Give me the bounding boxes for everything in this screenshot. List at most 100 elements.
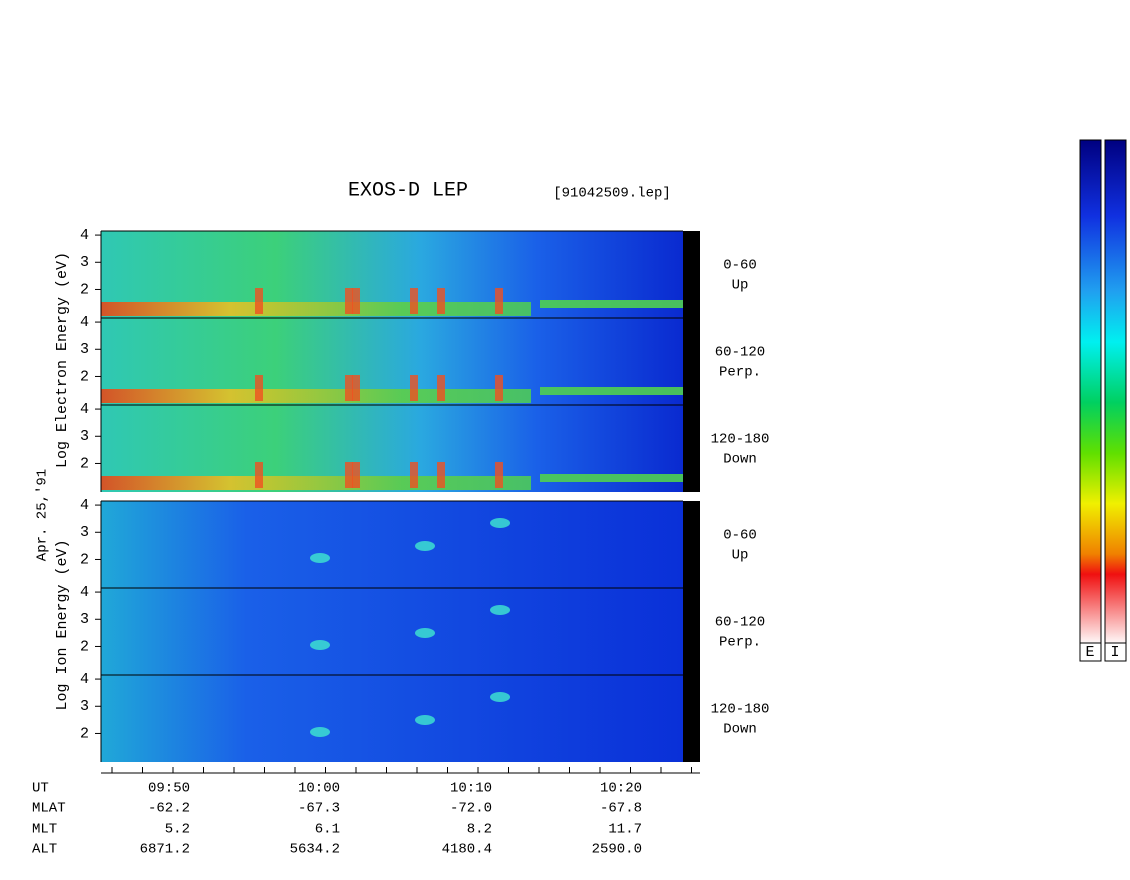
row-label: ALT	[32, 842, 57, 858]
y-tick-label: 2	[80, 455, 89, 472]
data-gap	[683, 231, 700, 318]
title: EXOS-D LEP	[348, 179, 468, 202]
colorbar-label: I	[1110, 644, 1119, 661]
y-tick-label: 4	[80, 497, 89, 514]
y-tick-label: 2	[80, 638, 89, 655]
spectrogram-band	[540, 300, 683, 308]
panel-angle: 120-180	[711, 702, 770, 718]
spectrogram-burst	[345, 375, 353, 401]
spectrogram-burst	[437, 375, 445, 401]
row-label: UT	[32, 781, 49, 797]
panel-angle: 0-60	[723, 258, 757, 274]
panel-direction: Down	[723, 452, 757, 468]
y-tick-label: 2	[80, 281, 89, 298]
spectrogram-band	[101, 302, 531, 316]
panel-direction: Up	[732, 548, 749, 564]
spectrogram-band	[540, 474, 683, 482]
row-value: 6.1	[315, 822, 340, 838]
row-value: 2590.0	[592, 842, 642, 858]
spectrogram-burst	[410, 288, 418, 314]
spectrogram-burst	[352, 288, 360, 314]
date: Apr. 25,'91	[35, 469, 51, 561]
panel-angle: 60-120	[715, 345, 765, 361]
data-gap	[683, 318, 700, 405]
spectrogram-burst	[345, 288, 353, 314]
row-label: MLAT	[32, 801, 66, 817]
row-value: 6871.2	[140, 842, 190, 858]
spectrogram-burst	[410, 375, 418, 401]
y-tick-label: 4	[80, 401, 89, 418]
row-value: 10:10	[450, 781, 492, 797]
data-gap	[683, 675, 700, 762]
y-tick-label: 4	[80, 314, 89, 331]
row-label: MLT	[32, 822, 57, 838]
spectrogram-burst	[310, 553, 330, 563]
spectrogram-burst	[415, 541, 435, 551]
spectrogram-burst	[415, 715, 435, 725]
y-tick-label: 3	[80, 698, 89, 715]
spectrogram-burst	[345, 462, 353, 488]
panel-direction: Up	[732, 278, 749, 294]
spectrogram-burst	[437, 462, 445, 488]
spectrogram-burst	[352, 462, 360, 488]
row-value: 10:20	[600, 781, 642, 797]
panel-angle: 0-60	[723, 528, 757, 544]
file-name: [91042509.lep]	[553, 186, 671, 202]
y-tick-label: 3	[80, 254, 89, 271]
spectrogram-burst	[352, 375, 360, 401]
spectrogram	[101, 588, 683, 675]
row-value: -67.3	[298, 801, 340, 817]
panel-direction: Perp.	[719, 365, 761, 381]
spectrogram-burst	[310, 727, 330, 737]
panel-direction: Down	[723, 722, 757, 738]
y-tick-label: 3	[80, 341, 89, 358]
row-value: -72.0	[450, 801, 492, 817]
y-tick-label: 3	[80, 611, 89, 628]
spectrogram-burst	[495, 288, 503, 314]
row-value: -67.8	[600, 801, 642, 817]
spectrogram-band	[101, 389, 531, 403]
spectrogram-burst	[495, 462, 503, 488]
row-value: 09:50	[148, 781, 190, 797]
colorbar-label: E	[1085, 644, 1094, 661]
spectrogram	[101, 501, 683, 588]
spectrogram-burst	[255, 288, 263, 314]
row-value: 5.2	[165, 822, 190, 838]
spectrogram-burst	[310, 640, 330, 650]
row-value: 8.2	[467, 822, 492, 838]
y-tick-label: 4	[80, 671, 89, 688]
row-value: -62.2	[148, 801, 190, 817]
spectrogram-band	[540, 387, 683, 395]
data-gap	[683, 405, 700, 492]
spectrogram	[101, 675, 683, 762]
y-tick-label: 3	[80, 428, 89, 445]
row-value: 5634.2	[290, 842, 340, 858]
colorbar	[1079, 139, 1102, 646]
data-gap	[683, 501, 700, 588]
y-tick-label: 2	[80, 551, 89, 568]
spectrogram-burst	[490, 605, 510, 615]
spectrogram-burst	[415, 628, 435, 638]
spectrogram-burst	[255, 375, 263, 401]
y-tick-label: 2	[80, 368, 89, 385]
colorbar-label-box	[1104, 642, 1127, 662]
panel-direction: Perp.	[719, 635, 761, 651]
spectrogram-band	[101, 476, 531, 490]
panel-angle: 120-180	[711, 432, 770, 448]
y-tick-label: 3	[80, 524, 89, 541]
ion-axis-label: Log Ion Energy (eV)	[54, 539, 71, 710]
panel-angle: 60-120	[715, 615, 765, 631]
spectrogram-burst	[255, 462, 263, 488]
data-gap	[683, 588, 700, 675]
spectrogram-burst	[437, 288, 445, 314]
row-value: 11.7	[608, 822, 642, 838]
spectrogram-burst	[410, 462, 418, 488]
colorbar-label-box	[1079, 642, 1102, 662]
separator	[101, 492, 700, 500]
y-tick-label: 4	[80, 227, 89, 244]
spectrogram-burst	[490, 692, 510, 702]
y-tick-label: 4	[80, 584, 89, 601]
spectrogram-burst	[490, 518, 510, 528]
colorbar	[1104, 139, 1127, 646]
